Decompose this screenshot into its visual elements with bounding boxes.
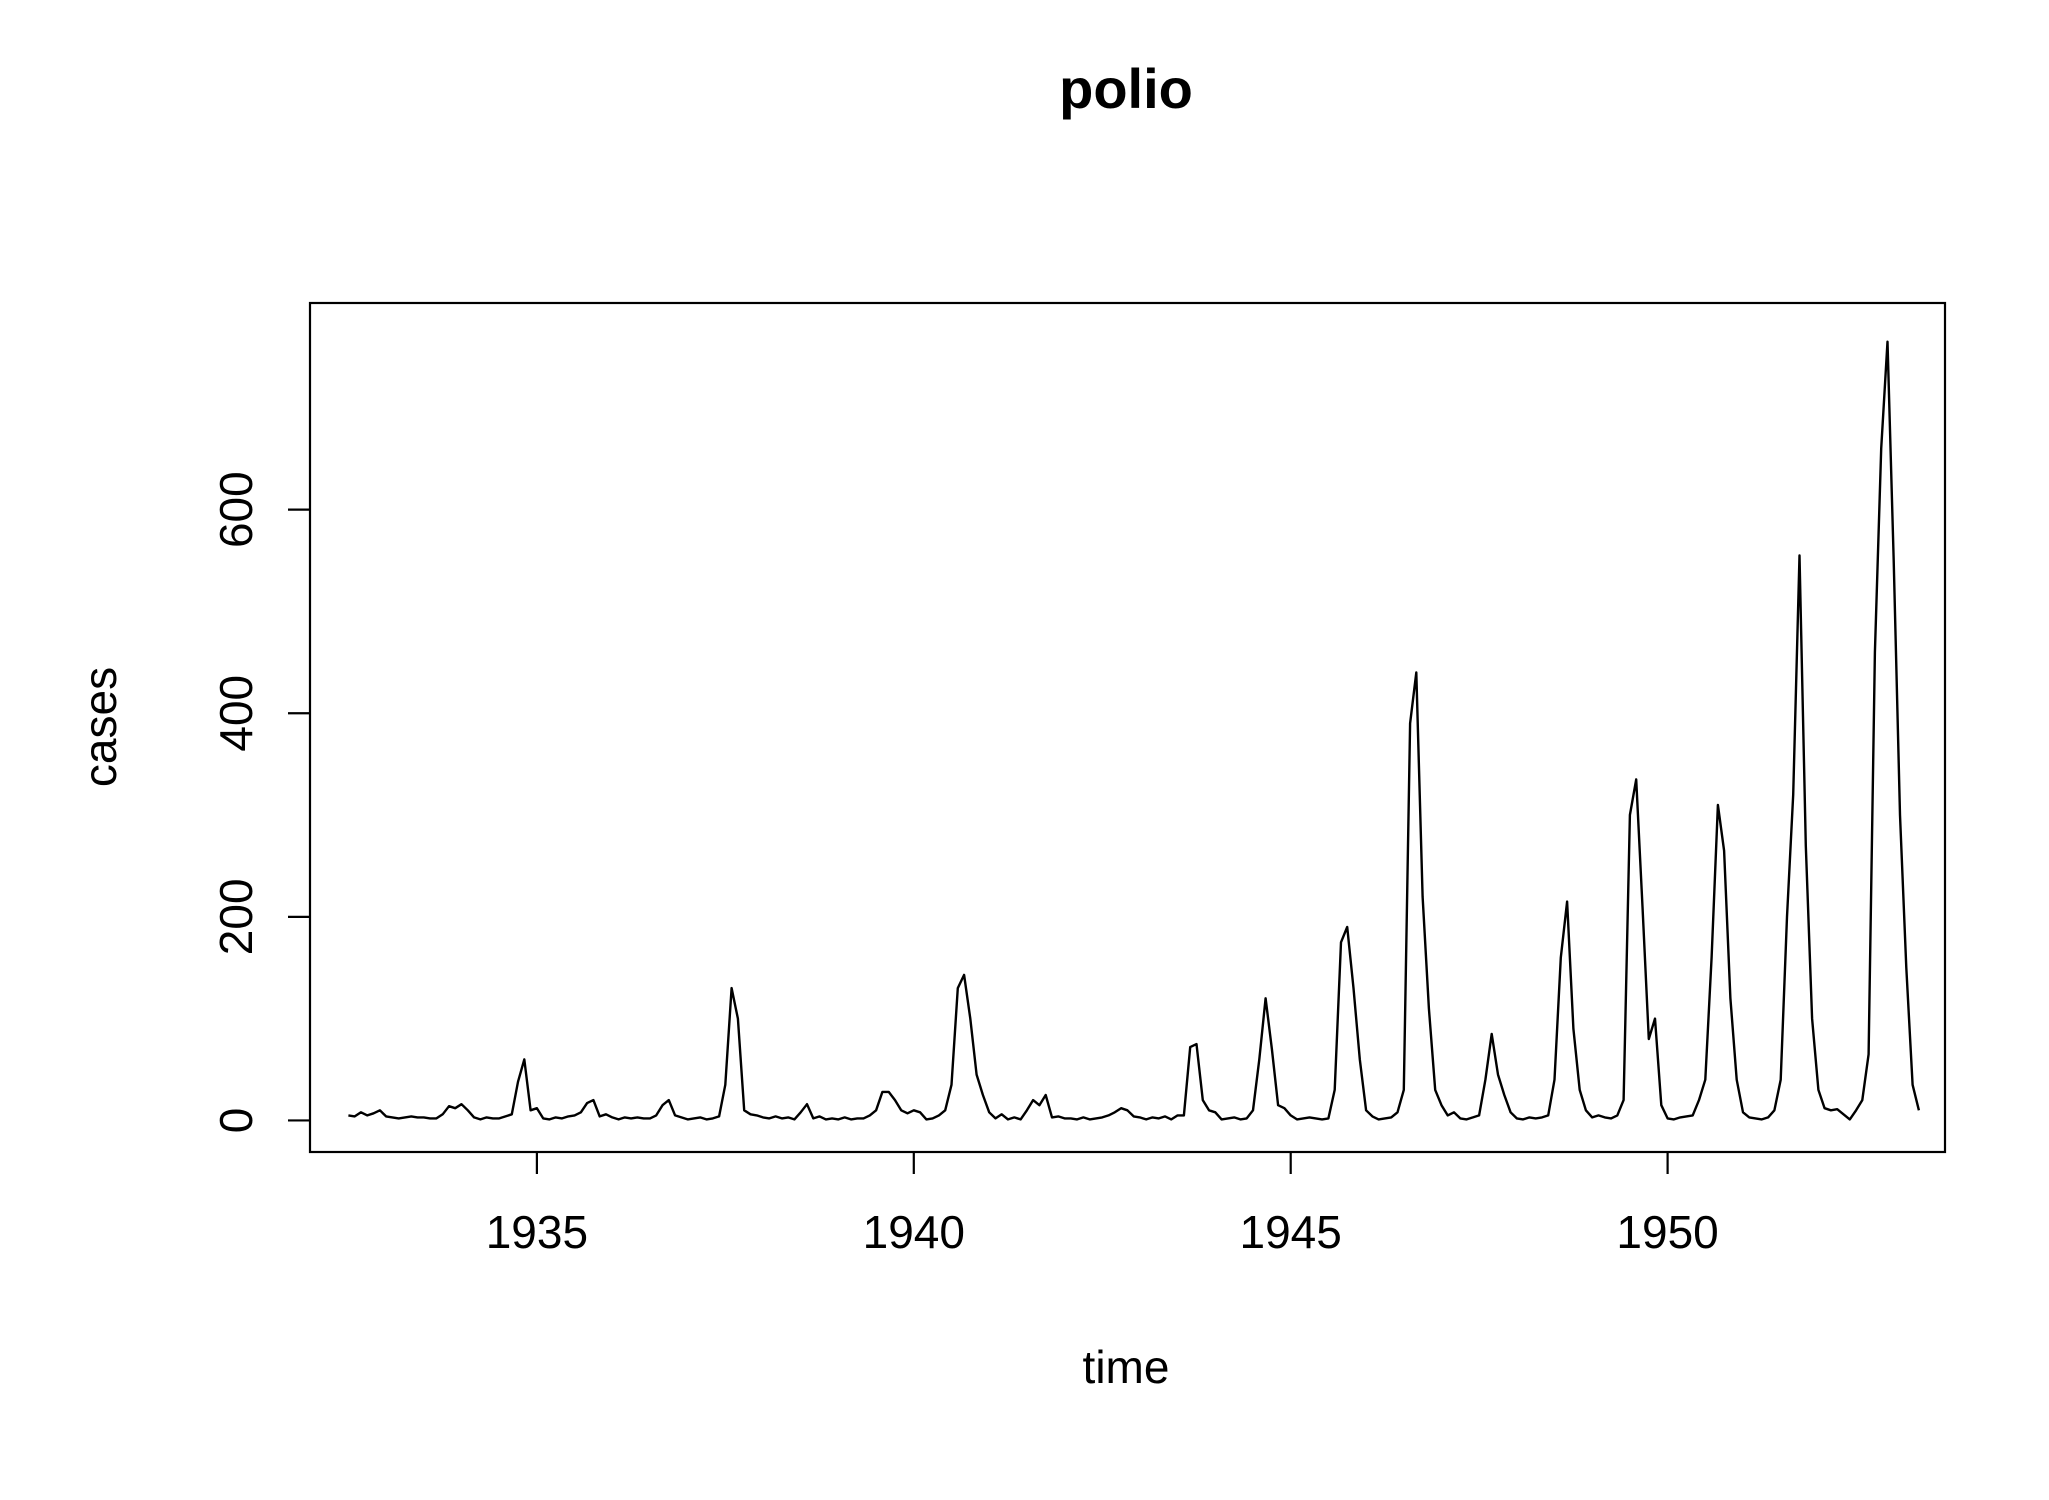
plot-frame [308,301,1947,1154]
polio-series-line [348,340,1921,1121]
x-axis-label: time [1083,1341,1170,1393]
y-tick-label: 0 [210,1108,262,1134]
x-tick-label: 1950 [1616,1206,1718,1258]
x-tick-label: 1935 [486,1206,588,1258]
y-tick-label: 600 [210,471,262,548]
y-axis-label: cases [74,667,126,787]
y-tick-label: 200 [210,878,262,955]
y-axis: 0 200 400 600 [210,471,310,1133]
x-tick-label: 1940 [863,1206,965,1258]
x-axis: 1935 1940 1945 1950 [486,1152,1719,1258]
chart-title: polio [1059,57,1193,120]
y-tick-label: 400 [210,675,262,752]
x-tick-label: 1945 [1240,1206,1342,1258]
